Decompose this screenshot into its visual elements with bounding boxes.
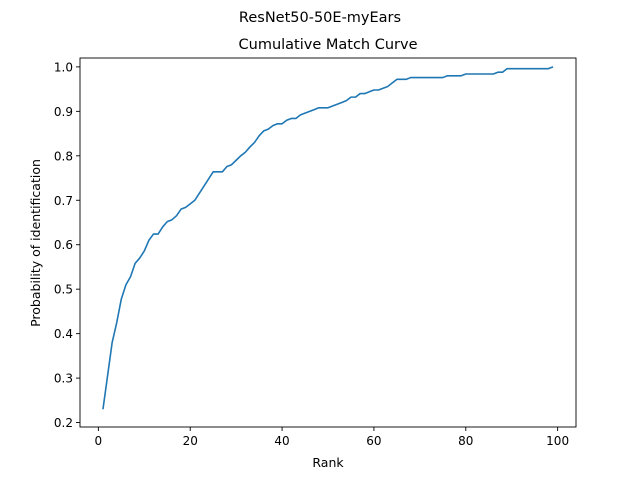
chart-title: Cumulative Match Curve	[239, 37, 418, 53]
x-tick-label: 40	[274, 434, 289, 448]
y-tick-label: 0.7	[54, 194, 73, 208]
x-tick-label: 100	[546, 434, 569, 448]
x-tick-label: 0	[95, 434, 103, 448]
axes-frame	[79, 57, 577, 428]
y-tick-label: 1.0	[54, 60, 73, 74]
x-tick-label: 80	[458, 434, 473, 448]
y-tick-label: 0.3	[54, 372, 73, 386]
x-tick-label: 60	[366, 434, 381, 448]
x-tick-label: 20	[183, 434, 198, 448]
y-tick-label: 0.9	[54, 105, 73, 119]
y-tick-label: 0.8	[54, 149, 73, 163]
chart-suptitle: ResNet50-50E-myEars	[239, 10, 401, 26]
series-line	[102, 66, 554, 410]
y-tick-label: 0.4	[54, 327, 73, 341]
y-tick-label: 0.5	[54, 283, 73, 297]
y-tick-label: 0.2	[54, 416, 73, 430]
y-tick-label: 0.6	[54, 238, 73, 252]
y-axis-label: Probability of identification	[28, 159, 43, 327]
x-axis-label: Rank	[312, 455, 344, 470]
plot-area: 0 20 40 60 80 100 0.2 0.3 0.4 0.5 0.6 0.7 0.8 0.9 1.0	[54, 57, 577, 448]
